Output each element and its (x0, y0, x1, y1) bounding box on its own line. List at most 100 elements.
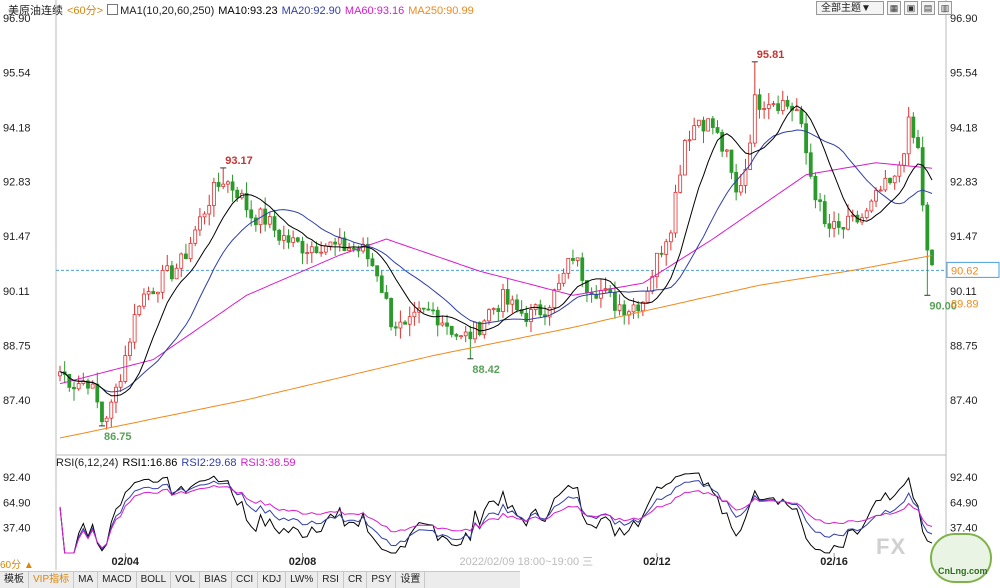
candle-body-66 (365, 243, 370, 260)
candle-body-53 (305, 252, 310, 255)
theme-select[interactable]: 全部主题▼ (816, 1, 884, 15)
candle-body-69 (379, 275, 384, 293)
ma-lines (59, 105, 933, 439)
candle-body-180 (897, 164, 902, 177)
layout-2-icon[interactable]: ▣ (904, 1, 918, 15)
tab-11[interactable]: CR (344, 572, 368, 588)
candle-body-72 (393, 326, 398, 329)
candle-body-165 (827, 223, 832, 229)
candle-body-7 (90, 383, 95, 389)
period-label[interactable]: <60分> (67, 5, 104, 17)
candle-body-22 (160, 269, 165, 293)
tab-5[interactable]: VOL (171, 572, 201, 588)
candle-body-55 (314, 246, 319, 254)
x-label-1: 02/08 (289, 556, 317, 568)
annotation-1: 86.75 (104, 431, 132, 443)
candle-body-32 (207, 205, 212, 215)
candle-body-19 (146, 291, 151, 295)
candle-body-45 (267, 216, 272, 225)
candle-body-138 (701, 119, 706, 132)
candle-body-38 (235, 189, 240, 199)
candle-body-107 (557, 282, 561, 291)
candle-body-56 (319, 251, 324, 254)
candle-body-178 (888, 177, 892, 184)
tab-7[interactable]: CCI (232, 572, 259, 588)
ma60-value: MA60:93.16 (344, 5, 405, 17)
candle-body-68 (375, 265, 379, 277)
rsi-line-rsi3 (59, 484, 933, 554)
candle-body-26 (179, 253, 184, 269)
candle-body-61 (342, 237, 347, 251)
y-tick-right-4: 91.47 (950, 231, 978, 243)
chart-frame (55, 0, 947, 570)
candle-body-158 (794, 109, 799, 112)
tab-6[interactable]: BIAS (200, 572, 232, 588)
candle-body-131 (668, 232, 673, 243)
y-tick-left-6: 88.75 (3, 341, 31, 353)
ma-toggle-icon[interactable] (107, 4, 119, 15)
candle-body-16 (132, 314, 137, 343)
candle-body-109 (566, 257, 571, 274)
candle-body-14 (123, 355, 128, 382)
candle-body-181 (902, 153, 906, 166)
ma60-line (59, 162, 933, 385)
candle-body-149 (752, 94, 757, 144)
ma20-value: MA20:92.90 (281, 5, 341, 17)
rsi-tick-left-0: 92.40 (3, 472, 31, 484)
y-tick-left-1: 95.54 (3, 68, 31, 80)
layout-4-icon[interactable]: ▥ (938, 1, 952, 15)
candle-body-173 (864, 210, 869, 219)
annotation-0: 93.17 (225, 155, 253, 167)
tab-3[interactable]: MACD (98, 572, 137, 588)
candle-body-15 (128, 341, 132, 356)
tab-12[interactable]: PSY (367, 572, 397, 588)
candle-body-37 (230, 181, 235, 191)
candle-body-93 (491, 308, 496, 311)
candle-body-168 (841, 227, 846, 230)
candle-body-130 (664, 241, 669, 255)
candle-body-86 (459, 335, 463, 338)
candle-body-110 (571, 257, 575, 261)
period-selector[interactable]: 60分 ▲ (0, 560, 34, 571)
candle-body-137 (696, 119, 701, 127)
candle-body-163 (818, 199, 822, 202)
tab-4[interactable]: BOLL (137, 572, 172, 588)
logo-text: CnLng.com (938, 566, 988, 576)
ma250-value: MA250:90.99 (408, 5, 474, 17)
ma10-value: MA10:93.23 (218, 5, 278, 17)
rsi-panel: 92.40 92.40 64.90 64.90 37.40 37.40 (3, 472, 978, 554)
tab-1[interactable]: VIP指标 (29, 572, 75, 588)
tab-9[interactable]: LW% (286, 572, 319, 588)
tab-2[interactable]: MA (74, 572, 99, 588)
candle-body-75 (407, 316, 412, 325)
tab-8[interactable]: KDJ (258, 572, 287, 588)
candle-body-27 (184, 253, 188, 260)
tab-10[interactable]: RSI (318, 572, 344, 588)
candle-body-51 (295, 237, 300, 242)
candle-body-153 (771, 103, 776, 106)
candle-body-67 (370, 258, 375, 267)
candle-body-111 (575, 257, 580, 261)
candle-body-182 (906, 116, 911, 155)
cnlng-logo: CnLng.com (930, 533, 992, 583)
candle-body-166 (832, 221, 836, 229)
rsi-tick-right-2: 37.40 (950, 523, 978, 535)
layout-3-icon[interactable]: ▤ (921, 1, 935, 15)
rsi-tick-right-1: 64.90 (950, 497, 978, 509)
candle-body-91 (482, 320, 487, 336)
layout-1-icon[interactable]: ▦ (887, 1, 901, 15)
candle-body-132 (673, 191, 678, 234)
x-label-3: 02/12 (643, 556, 671, 568)
candle-body-124 (636, 304, 641, 312)
candle-body-71 (389, 298, 393, 328)
candle-body-23 (165, 265, 170, 271)
candle-body-186 (925, 204, 930, 251)
y-tick-right-0: 96.90 (950, 13, 978, 25)
tab-0[interactable]: 模板 (0, 572, 29, 588)
symbol-name[interactable]: 美原油连续 (8, 5, 63, 17)
candle-body-134 (682, 140, 687, 176)
candle-body-125 (640, 301, 645, 312)
candle-body-136 (692, 125, 697, 141)
candle-body-160 (804, 123, 808, 154)
tab-13[interactable]: 设置 (396, 572, 426, 588)
